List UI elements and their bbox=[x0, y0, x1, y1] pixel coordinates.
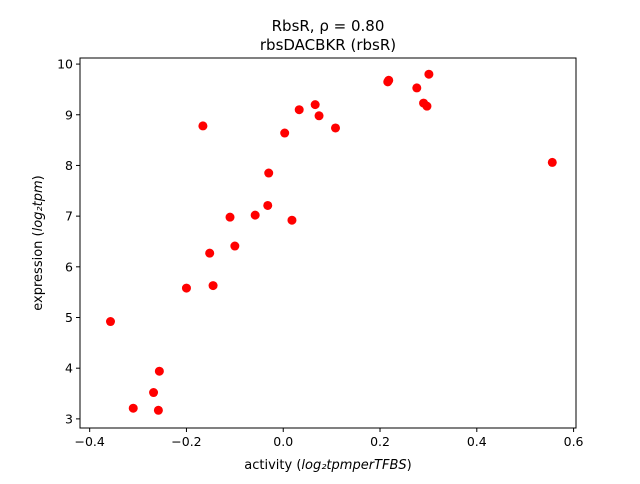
data-point bbox=[198, 121, 208, 131]
plot-frame bbox=[79, 57, 577, 429]
data-point bbox=[181, 283, 191, 293]
data-point bbox=[424, 69, 434, 79]
y-tick-label: 5 bbox=[65, 310, 73, 325]
data-point bbox=[153, 405, 163, 415]
y-axis-label: expression (log₂tpm) bbox=[31, 175, 46, 310]
data-point bbox=[280, 128, 290, 138]
x-tick-label: 0.4 bbox=[467, 434, 487, 449]
data-point bbox=[263, 200, 273, 210]
data-point bbox=[384, 75, 394, 85]
y-tick-label: 8 bbox=[65, 158, 73, 173]
chart-subtitle: rbsDACBKR (rbsR) bbox=[260, 36, 396, 54]
data-point bbox=[105, 317, 115, 327]
data-point bbox=[287, 215, 297, 225]
data-point bbox=[225, 212, 235, 222]
data-point bbox=[294, 105, 304, 115]
data-point bbox=[149, 388, 159, 398]
x-tick-label: 0.0 bbox=[273, 434, 293, 449]
chart-title: RbsR, ρ = 0.80 bbox=[272, 17, 385, 35]
data-point bbox=[547, 157, 557, 167]
x-tick-label: −0.4 bbox=[74, 434, 104, 449]
data-point bbox=[422, 101, 432, 111]
y-tick-label: 6 bbox=[65, 259, 73, 274]
data-point bbox=[264, 168, 274, 178]
data-points bbox=[105, 69, 557, 415]
data-point bbox=[331, 123, 340, 133]
data-point bbox=[310, 100, 320, 110]
y-tick-label: 9 bbox=[65, 107, 73, 122]
y-tick-label: 10 bbox=[57, 57, 73, 72]
data-point bbox=[230, 241, 240, 251]
data-point bbox=[154, 366, 164, 376]
data-point bbox=[128, 403, 138, 413]
x-axis-ticks: −0.4 −0.2 0.0 0.2 0.4 0.6 bbox=[74, 428, 584, 449]
y-tick-label: 7 bbox=[65, 209, 73, 224]
x-tick-label: 0.2 bbox=[370, 434, 390, 449]
x-tick-label: 0.6 bbox=[564, 434, 584, 449]
x-tick-label: −0.2 bbox=[171, 434, 201, 449]
y-tick-label: 3 bbox=[65, 411, 73, 426]
x-axis-label: activity (log₂tpmperTFBS) bbox=[244, 458, 411, 473]
y-axis-ticks: 3 4 5 6 7 8 9 10 bbox=[57, 57, 80, 426]
y-tick-label: 4 bbox=[65, 361, 73, 376]
data-point bbox=[314, 111, 324, 121]
data-point bbox=[208, 281, 218, 291]
data-point bbox=[205, 248, 215, 258]
data-point bbox=[412, 83, 422, 93]
data-point bbox=[250, 210, 260, 220]
